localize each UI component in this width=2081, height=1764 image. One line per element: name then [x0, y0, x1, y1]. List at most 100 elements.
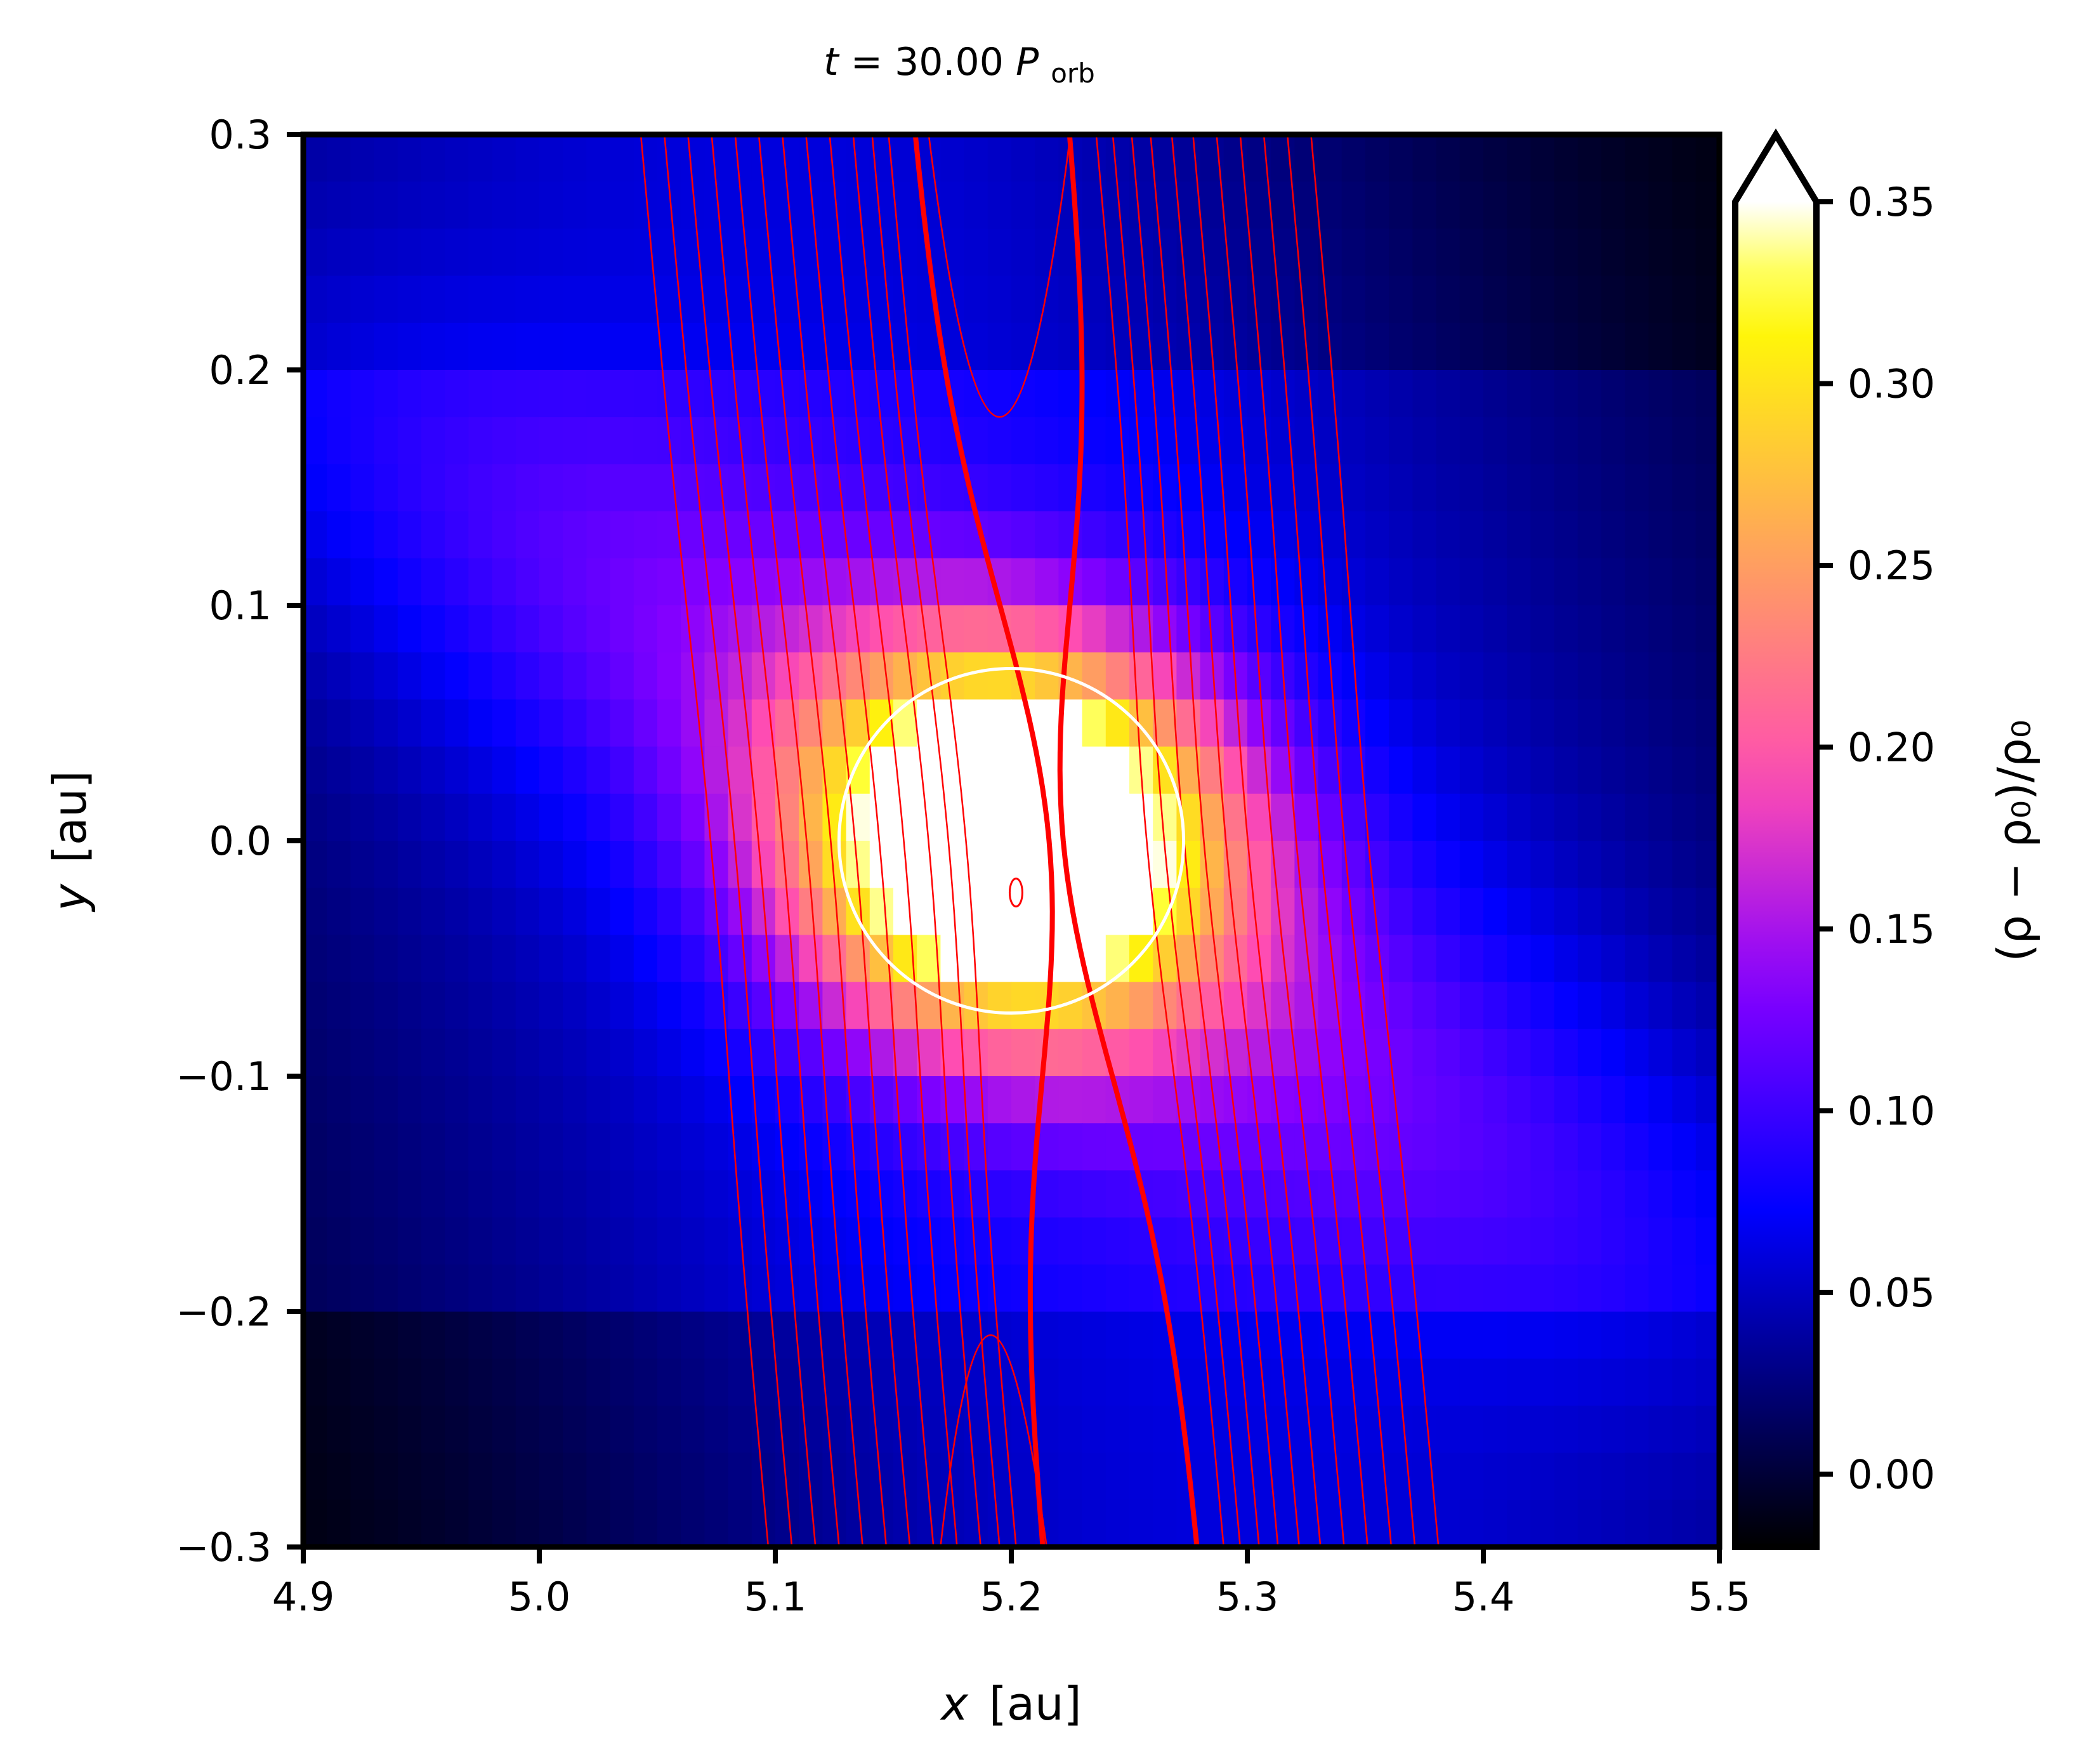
heatmap-cell — [681, 982, 706, 1030]
heatmap-cell — [1412, 605, 1437, 654]
heatmap-cell — [1625, 558, 1650, 606]
heatmap-cell — [1672, 464, 1697, 512]
heatmap-cell — [775, 1405, 800, 1454]
heatmap-cell — [1601, 1359, 1626, 1407]
heatmap-cell — [1341, 322, 1366, 371]
heatmap-cell — [1389, 181, 1414, 230]
heatmap-cell — [1365, 652, 1390, 701]
heatmap-cell — [445, 1264, 469, 1312]
heatmap-cell — [1412, 793, 1437, 841]
heatmap-cell — [397, 888, 422, 936]
heatmap-cell — [1129, 982, 1154, 1030]
heatmap-cell — [586, 135, 611, 183]
heatmap-cell — [1554, 417, 1579, 465]
heatmap-cell — [1601, 935, 1626, 983]
heatmap-cell — [539, 370, 564, 418]
heatmap-cell — [1648, 511, 1673, 559]
heatmap-cell — [445, 1499, 469, 1547]
heatmap-cell — [421, 1499, 446, 1547]
heatmap-cell — [1554, 605, 1579, 654]
heatmap-cell — [1695, 1217, 1719, 1265]
heatmap-cell — [1365, 1170, 1390, 1218]
heatmap-cell — [1082, 1123, 1106, 1171]
heatmap-cell — [633, 1076, 658, 1124]
heatmap-cell — [515, 322, 540, 371]
heatmap-cell — [421, 841, 446, 889]
heatmap-cell — [940, 1123, 965, 1171]
heatmap-cell — [539, 605, 564, 654]
streamline — [1095, 135, 1224, 1547]
heatmap-cell — [940, 135, 965, 183]
heatmap-cell — [633, 558, 658, 606]
heatmap-cell — [1153, 464, 1178, 512]
heatmap-cell — [1035, 1264, 1060, 1312]
heatmap-cell — [775, 370, 800, 418]
heatmap-cell — [1648, 793, 1673, 841]
heatmap-cell — [681, 841, 706, 889]
heatmap-cell — [1672, 1359, 1697, 1407]
heatmap-cell — [610, 181, 634, 230]
heatmap-cell — [445, 1076, 469, 1124]
heatmap-cell — [1672, 135, 1697, 183]
heatmap-cell — [563, 1217, 588, 1265]
heatmap-cell — [1412, 1029, 1437, 1077]
heatmap-cell — [751, 464, 776, 512]
heatmap-cell — [893, 322, 918, 371]
heatmap-cell — [610, 1452, 634, 1501]
heatmap-cell — [445, 417, 469, 465]
heatmap-cell — [1035, 1312, 1060, 1360]
heatmap-cell — [917, 793, 942, 841]
heatmap-cell — [1459, 511, 1484, 559]
heatmap-cell — [1648, 1452, 1673, 1501]
heatmap-cell — [1459, 464, 1484, 512]
heatmap-cell — [1530, 1312, 1555, 1360]
heatmap-cell — [893, 793, 918, 841]
heatmap-cell — [1082, 652, 1106, 701]
heatmap-cell — [657, 699, 682, 747]
heatmap-cell — [1436, 1359, 1461, 1407]
heatmap-cell — [1058, 1359, 1083, 1407]
heatmap-cell — [681, 135, 706, 183]
heatmap-cell — [1601, 652, 1626, 701]
heatmap-cell — [917, 605, 942, 654]
heatmap-cell — [445, 181, 469, 230]
heatmap-cell — [822, 1405, 847, 1454]
streamline — [1192, 135, 1322, 1547]
heatmap-cell — [350, 511, 375, 559]
heatmap-cell — [1695, 558, 1719, 606]
heatmap-cell — [1365, 935, 1390, 983]
heatmap-cell — [822, 1029, 847, 1077]
heatmap-cell — [775, 1170, 800, 1218]
heatmap-cell — [1695, 699, 1719, 747]
heatmap-cell — [1341, 1029, 1366, 1077]
heatmap-cell — [374, 370, 398, 418]
heatmap-cell — [1695, 1264, 1719, 1312]
heatmap-cell — [1648, 228, 1673, 277]
heatmap-cell — [1271, 699, 1296, 747]
heatmap-cell — [350, 1499, 375, 1547]
heatmap-cell — [421, 982, 446, 1030]
heatmap-cell — [397, 228, 422, 277]
heatmap-cell — [1058, 181, 1083, 230]
heatmap-cell — [563, 793, 588, 841]
heatmap-cell — [633, 1029, 658, 1077]
heatmap-cell — [846, 1123, 870, 1171]
heatmap-cell — [610, 370, 634, 418]
heatmap-cell — [586, 1499, 611, 1547]
heatmap-cell — [681, 1076, 706, 1124]
heatmap-cell — [1389, 888, 1414, 936]
heatmap-cell — [1389, 746, 1414, 794]
x-tick-label: 5.1 — [744, 1574, 807, 1620]
heatmap-cell — [1672, 322, 1697, 371]
heatmap-cell — [492, 464, 516, 512]
heatmap-cell — [1459, 605, 1484, 654]
heatmap-cell — [1105, 652, 1130, 701]
heatmap-cell — [563, 370, 588, 418]
heatmap-cell — [987, 746, 1012, 794]
heatmap-cell — [303, 746, 328, 794]
heatmap-cell — [657, 746, 682, 794]
heatmap-cell — [1412, 652, 1437, 701]
heatmap-cell — [1625, 511, 1650, 559]
heatmap-cell — [1200, 699, 1224, 747]
heatmap-cell — [1601, 558, 1626, 606]
